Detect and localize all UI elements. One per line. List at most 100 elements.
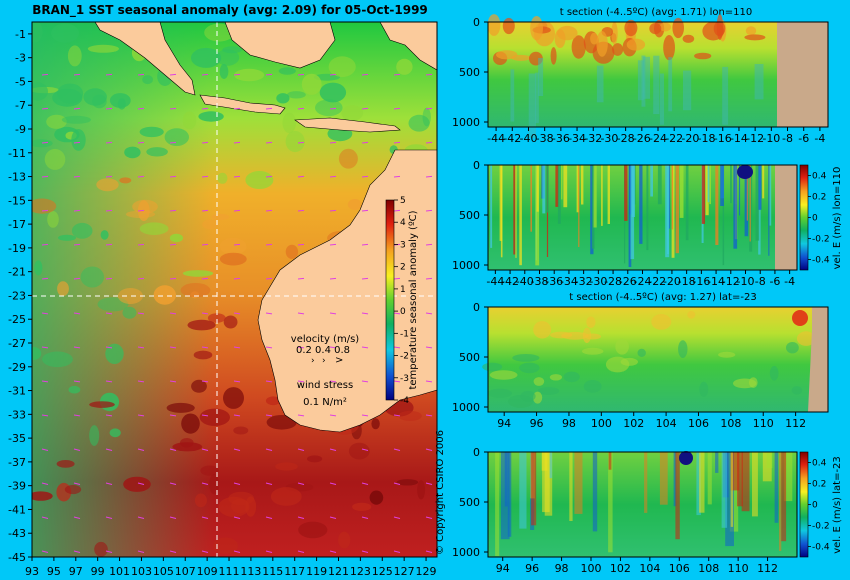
p4-frame (487, 451, 798, 558)
map-lon-tick-label: 107 (175, 565, 196, 578)
p3-structure (620, 357, 638, 366)
wind-arrow (329, 141, 337, 144)
section-x-tick-label: -8 (755, 275, 766, 288)
wind-arrow (393, 175, 401, 178)
p3-y-ticks: 0 500 1000 (452, 301, 488, 414)
wind-arrow (329, 312, 337, 315)
p2-velocity-stripe (744, 165, 749, 237)
sst-eddy (182, 111, 197, 130)
wind-arrow (73, 516, 81, 519)
map-lon-ticks: 93 95 97 99 101 103 105 107 109 111 113 115 117 119 12… (25, 557, 437, 578)
p4-velocity-column (696, 452, 701, 516)
wind-arrow (105, 448, 113, 451)
wind-arrow (105, 482, 113, 485)
sst-eddy (100, 230, 109, 240)
wind-arrow (137, 73, 145, 76)
sst-eddy (123, 476, 151, 492)
sst-eddy (328, 56, 356, 78)
wind-arrow (361, 346, 369, 349)
p3-coastal-warm-core (792, 310, 808, 326)
p3-structure (687, 311, 696, 319)
section-x-tick-label: -4 (814, 132, 825, 145)
sst-eddy (199, 408, 230, 426)
wind-arrow (297, 346, 305, 349)
p3-structure (637, 348, 646, 357)
wind-arrow (393, 141, 401, 144)
wind-arrow (425, 312, 433, 315)
p2-velocity-stripe (739, 165, 741, 216)
wind-arrow (73, 107, 81, 110)
map-lon-tick-label: 99 (91, 565, 105, 578)
map-lat-tick-label: -29 (8, 361, 26, 374)
wind-arrow (361, 312, 369, 315)
wind-arrow (233, 414, 241, 417)
section-x-tick-label: -42 (503, 132, 521, 145)
sst-colorbar-tick-label: 5 (400, 196, 406, 206)
section-x-tick-label: 102 (610, 562, 631, 575)
map-lat-tick-label: -39 (8, 480, 26, 493)
p1-cool-column (535, 72, 539, 124)
p4-velocity-column (699, 452, 705, 513)
sst-eddy (234, 68, 265, 82)
sst-eddy (270, 487, 302, 506)
wind-arrow (137, 277, 145, 280)
p3-structure (489, 370, 518, 380)
sst-eddy (422, 107, 431, 127)
wind-arrow (201, 141, 209, 144)
p1-warm-patch (612, 43, 624, 56)
wind-arrow (137, 141, 145, 144)
sst-eddy (51, 23, 80, 43)
wind-arrow (41, 107, 49, 110)
map-lat-tick-label: -33 (8, 408, 26, 421)
p2-velocity-stripe (639, 165, 643, 244)
map-lat-tick-label: -21 (8, 266, 26, 279)
depth-tick-label: 500 (459, 496, 480, 509)
section-x-tick-label: 112 (757, 562, 778, 575)
p1-cool-column (668, 57, 673, 112)
sst-eddy (219, 237, 247, 255)
section-x-tick-label: -38 (531, 275, 549, 288)
wind-arrow (105, 141, 113, 144)
p3-structures (482, 307, 828, 412)
p1-warm-patch (590, 32, 599, 45)
wind-arrow (297, 243, 305, 246)
section-x-tick-label: -6 (798, 132, 809, 145)
p1-warm-patch (530, 16, 543, 41)
wind-arrow (361, 482, 369, 485)
p4-velocity-column (675, 452, 680, 540)
p2-velocity-stripe (555, 165, 559, 207)
depth-tick-label: 500 (459, 351, 480, 364)
depth-tick-label: 1000 (452, 259, 480, 272)
sst-eddy (187, 319, 216, 331)
p4-velocity-column (504, 452, 508, 507)
sst-eddy (164, 128, 189, 147)
sst-eddy (315, 99, 343, 117)
p1-warm-patch (571, 35, 586, 59)
section-x-tick-label: -42 (501, 275, 519, 288)
wind-arrow (233, 141, 241, 144)
p1-warm-patch (702, 21, 724, 41)
depth-tick-label: 500 (459, 209, 480, 222)
sst-eddy (204, 23, 235, 42)
map-lon-tick-label: 125 (372, 565, 393, 578)
wind-arrow (105, 107, 113, 110)
p1-cool-column (683, 70, 692, 111)
depth-tick-label: 0 (473, 16, 480, 29)
p4-x-ticks: 94 96 98 100 102 104 106 108 110 112 (496, 557, 778, 575)
map-field (32, 22, 437, 557)
sulawesi-landmass (379, 22, 437, 71)
wind-arrow (41, 516, 49, 519)
p4-velocity-column (542, 452, 550, 513)
wind-arrow (41, 380, 49, 383)
wind-arrow (297, 516, 305, 519)
wind-arrow (105, 243, 113, 246)
sst-eddy (71, 222, 93, 239)
sst-eddy (89, 425, 100, 446)
wind-arrow (105, 380, 113, 383)
section-x-tick-label: 98 (555, 562, 569, 575)
wind-arrow (425, 414, 433, 417)
wind-arrow (265, 243, 273, 246)
sst-eddy (32, 491, 53, 501)
vel-colorbar-tick-label: 0.4 (812, 172, 827, 182)
